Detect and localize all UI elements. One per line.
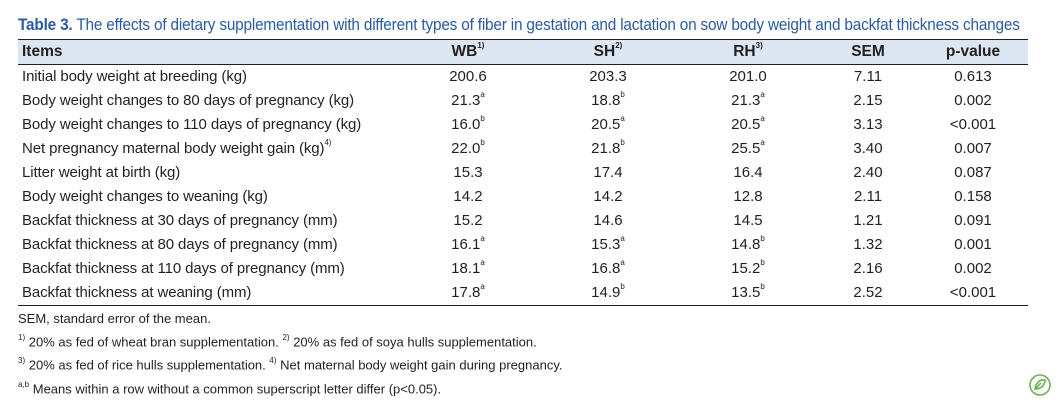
cell-item: Backfat thickness at 80 days of pregnanc… bbox=[22, 236, 338, 253]
cell-rh: 21.3a bbox=[731, 90, 765, 110]
cell-sh: 14.9b bbox=[538, 281, 678, 306]
cell-sh: 20.5a bbox=[591, 114, 625, 134]
cell-wb: 17.8a bbox=[398, 281, 538, 306]
cell-rh: 25.5a bbox=[731, 138, 765, 158]
cell-wb: 15.3 bbox=[453, 164, 483, 181]
cell-rh: 13.5b bbox=[678, 281, 818, 306]
cell-item: Litter weight at birth (kg) bbox=[22, 164, 181, 181]
cell-sh: 16.8a bbox=[591, 258, 625, 278]
cell-wb: 16.0b bbox=[451, 114, 485, 134]
table-row: Net pregnancy maternal body weight gain … bbox=[18, 137, 1028, 161]
table-row: Initial body weight at breeding (kg) 200.… bbox=[18, 65, 1028, 90]
cell-sh: 18.8b bbox=[591, 90, 625, 110]
table-row: Backfat thickness at weaning (mm) 17.8a 14… bbox=[18, 281, 1028, 306]
cell-wb: 15.2 bbox=[453, 212, 483, 229]
table-row: Body weight changes to weaning (kg) 14.2 1… bbox=[18, 185, 1028, 209]
cell-p-value: 0.002 bbox=[954, 92, 992, 109]
cell-p-value: <0.001 bbox=[918, 281, 1028, 306]
cell-p-value: 0.091 bbox=[954, 212, 992, 229]
cell-sem: 2.11 bbox=[853, 188, 883, 205]
table-figure: Table 3. The effects of dietary suppleme… bbox=[18, 14, 1028, 399]
table-row: Body weight changes to 80 days of pregna… bbox=[18, 89, 1028, 113]
cell-wb: 18.1a bbox=[451, 258, 485, 278]
cell-sh: 14.6 bbox=[593, 212, 623, 229]
cell-rh: 14.8b bbox=[731, 234, 765, 254]
table-row: Litter weight at birth (kg) 15.3 17.4 16.4 2… bbox=[18, 161, 1028, 185]
footnote-3-4: 3) 20% as fed of rice hulls supplementat… bbox=[18, 356, 563, 373]
cell-item: Initial body weight at breeding (kg) bbox=[22, 68, 247, 85]
table-footnotes: SEM, standard error of the mean. 1) 20% … bbox=[18, 309, 1028, 399]
cell-p-value: 0.007 bbox=[954, 140, 992, 157]
cell-rh: 15.2b bbox=[731, 258, 765, 278]
caption-text: The effects of dietary supplementation w… bbox=[76, 16, 1020, 34]
cell-item: Backfat thickness at weaning (mm) bbox=[18, 281, 398, 306]
cell-wb: 22.0b bbox=[451, 138, 485, 158]
header-p-value: p-value bbox=[918, 39, 1028, 65]
cell-item: Net pregnancy maternal body weight gain … bbox=[22, 138, 332, 158]
cell-item: Body weight changes to 80 days of pregna… bbox=[22, 92, 355, 109]
cell-sem: 1.21 bbox=[853, 212, 883, 229]
footnote-1-2: 1) 20% as fed of wheat bran supplementat… bbox=[18, 333, 537, 350]
table-row: Body weight changes to 110 days of pregn… bbox=[18, 113, 1028, 137]
cell-sem: 3.13 bbox=[853, 116, 883, 133]
cell-sh: 14.2 bbox=[593, 188, 623, 205]
leaf-logo-icon bbox=[1029, 374, 1051, 396]
cell-wb: 16.1a bbox=[451, 234, 485, 254]
cell-rh: 201.0 bbox=[729, 68, 767, 85]
cell-sem: 1.32 bbox=[853, 236, 883, 253]
table-row: Backfat thickness at 80 days of pregnanc… bbox=[18, 233, 1028, 257]
caption-label: Table 3. bbox=[18, 16, 73, 34]
cell-rh: 20.5a bbox=[731, 114, 765, 134]
cell-rh: 16.4 bbox=[733, 164, 763, 181]
header-sh: SH2) bbox=[538, 39, 678, 65]
footnote-ab: a,b Means within a row without a common … bbox=[18, 379, 442, 396]
cell-p-value: 0.087 bbox=[954, 164, 992, 181]
cell-rh: 14.5 bbox=[733, 212, 763, 229]
cell-p-value: <0.001 bbox=[949, 116, 997, 133]
cell-sh: 21.8b bbox=[591, 138, 625, 158]
table-header-row: Items WB1) SH2) RH3) SEM p-value bbox=[18, 39, 1028, 65]
cell-item: Body weight changes to weaning (kg) bbox=[22, 188, 268, 205]
cell-item: Backfat thickness at 110 days of pregnan… bbox=[22, 260, 345, 277]
cell-p-value: 0.002 bbox=[954, 260, 992, 277]
header-items: Items bbox=[18, 39, 398, 65]
cell-sem: 2.16 bbox=[853, 260, 883, 277]
header-wb: WB1) bbox=[398, 39, 538, 65]
table-row: Backfat thickness at 30 days of pregnanc… bbox=[18, 209, 1028, 233]
cell-p-value: 0.613 bbox=[954, 68, 992, 85]
cell-sem: 2.15 bbox=[853, 92, 883, 109]
data-table: Items WB1) SH2) RH3) SEM p-value Initial… bbox=[18, 39, 1028, 306]
footnote-sem: SEM, standard error of the mean. bbox=[18, 311, 211, 326]
cell-p-value: 0.158 bbox=[954, 188, 992, 205]
cell-item: Backfat thickness at 30 days of pregnanc… bbox=[22, 212, 338, 229]
cell-wb: 21.3a bbox=[451, 90, 485, 110]
cell-sem: 2.40 bbox=[853, 164, 883, 181]
cell-wb: 14.2 bbox=[453, 188, 483, 205]
cell-sem: 2.52 bbox=[818, 281, 918, 306]
cell-sh: 203.3 bbox=[589, 68, 627, 85]
cell-sh: 15.3a bbox=[591, 234, 625, 254]
cell-p-value: 0.001 bbox=[954, 236, 992, 253]
header-rh: RH3) bbox=[678, 39, 818, 65]
cell-item: Body weight changes to 110 days of pregn… bbox=[22, 116, 362, 133]
cell-sem: 3.40 bbox=[853, 140, 883, 157]
table-row: Backfat thickness at 110 days of pregnan… bbox=[18, 257, 1028, 281]
cell-wb: 200.6 bbox=[449, 68, 487, 85]
table-caption: Table 3. The effects of dietary suppleme… bbox=[18, 14, 1020, 36]
header-sem: SEM bbox=[818, 39, 918, 65]
cell-sem: 7.11 bbox=[853, 68, 883, 85]
cell-rh: 12.8 bbox=[733, 188, 763, 205]
cell-sh: 17.4 bbox=[593, 164, 623, 181]
